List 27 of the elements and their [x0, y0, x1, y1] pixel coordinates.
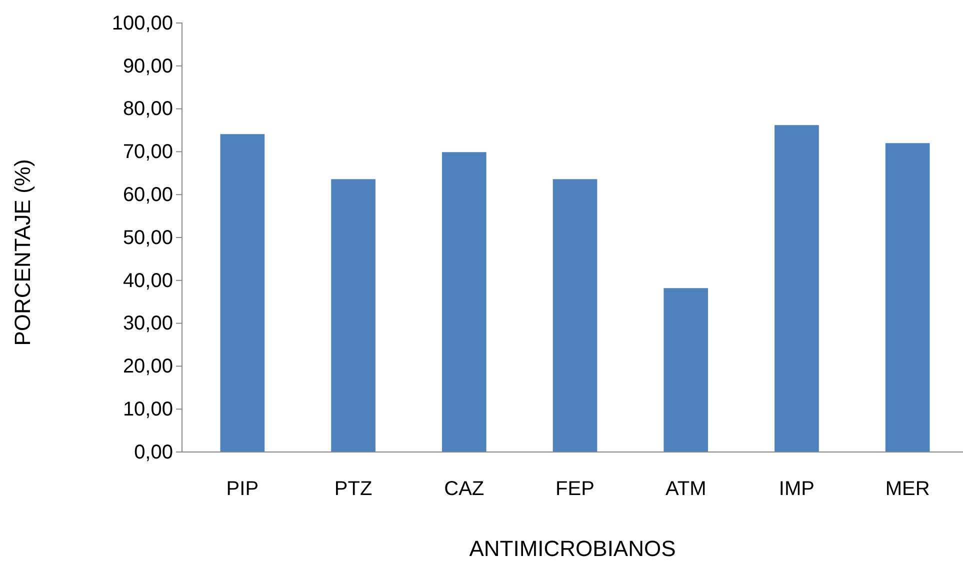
bar: [885, 143, 930, 452]
y-tick-label: 40,00: [122, 270, 173, 292]
y-tick-label: 70,00: [122, 141, 173, 164]
x-tick-label: CAZ: [444, 478, 484, 500]
bar: [664, 288, 708, 452]
y-tick-label: 0,00: [134, 441, 173, 464]
x-tick-label: MER: [885, 478, 930, 500]
bar: [774, 125, 819, 452]
bar: [331, 179, 376, 452]
bar: [220, 134, 265, 452]
bar: [442, 152, 486, 452]
x-tick-label: FEP: [556, 478, 594, 500]
x-tick-label: ATM: [665, 478, 706, 500]
x-tick-label: IMP: [778, 478, 814, 500]
y-tick-label: 100,00: [112, 12, 173, 34]
x-tick-label: PTZ: [334, 478, 372, 500]
y-tick-label: 20,00: [122, 356, 173, 378]
y-tick-label: 90,00: [122, 55, 173, 78]
x-tick-label: PIP: [226, 478, 259, 500]
y-tick-label: 10,00: [122, 398, 173, 420]
y-axis-title: PORCENTAJE (%): [10, 159, 35, 346]
y-tick-label: 50,00: [122, 226, 173, 249]
bar: [552, 179, 598, 452]
y-tick-label: 60,00: [122, 184, 173, 206]
y-tick-label: 30,00: [122, 312, 173, 335]
y-tick-label: 80,00: [122, 98, 173, 120]
x-axis-title: ANTIMICROBIANOS: [469, 536, 676, 561]
